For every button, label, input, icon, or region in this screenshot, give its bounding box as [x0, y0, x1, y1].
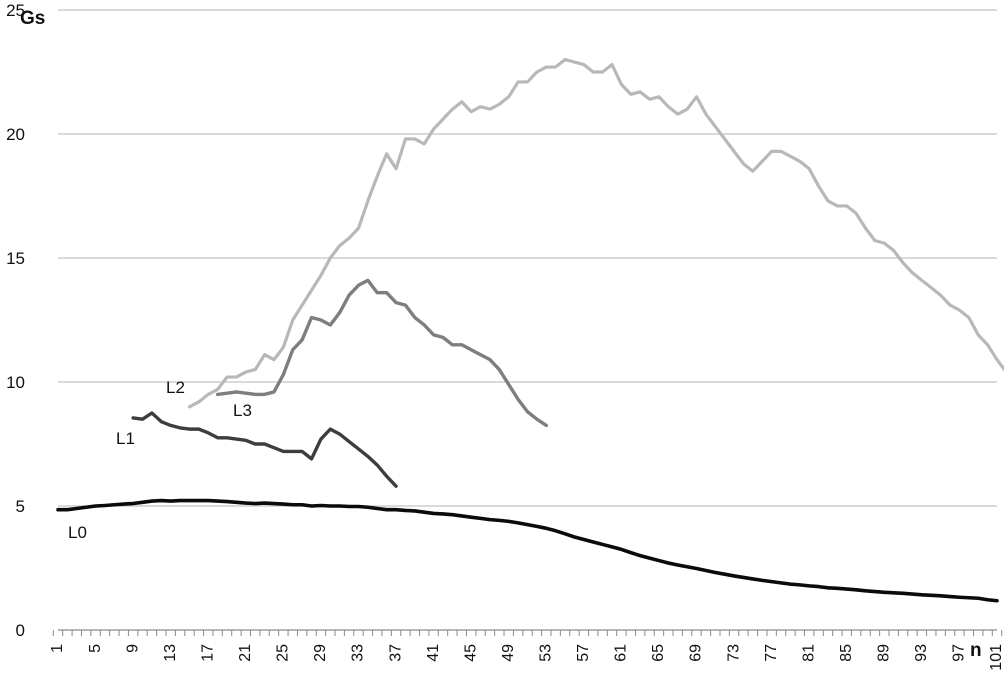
series-line-l1	[131, 411, 398, 488]
series-label-l2: L2	[166, 378, 185, 397]
x-tick-label: 89	[876, 644, 893, 662]
x-tick-label: 37	[387, 644, 404, 662]
x-tick-label: 77	[763, 644, 780, 662]
x-tick-label: 61	[613, 644, 630, 662]
series-label-l1: L1	[116, 429, 135, 448]
series-lines	[56, 57, 1004, 603]
y-tick-label: 10	[6, 373, 25, 392]
x-tick-label: 25	[275, 644, 292, 662]
x-tick-label: 13	[162, 644, 179, 662]
x-tick-label: 17	[199, 644, 216, 662]
x-tick-label: 33	[350, 644, 367, 662]
x-tick-label: 29	[312, 644, 329, 662]
x-tick-label: 65	[650, 644, 667, 662]
x-tick-label: 41	[425, 644, 442, 662]
series-label-l3: L3	[233, 401, 252, 420]
x-tick-label: 21	[237, 644, 254, 662]
gridlines	[58, 9, 997, 507]
y-tick-label: 15	[6, 249, 25, 268]
series-line-l2	[187, 57, 1004, 409]
series-line-l3	[215, 278, 548, 428]
x-tick-label: 85	[838, 644, 855, 662]
y-tick-label: 0	[16, 621, 25, 640]
x-tick-label: 81	[800, 644, 817, 662]
x-tick-label: 1	[49, 644, 66, 653]
x-tick-label: 69	[688, 644, 705, 662]
x-tick-labels: 1 5 9 13 17 21 25 29 33 37 41 45 49 53 57 61 65 69 73 77 81 8…	[49, 644, 1004, 671]
x-tick-label: 5	[87, 644, 104, 653]
y-tick-labels: 0 5 10 15 20 25	[6, 1, 25, 640]
y-tick-label: 25	[6, 1, 25, 20]
y-axis-title: Gs	[20, 8, 45, 29]
x-tick-label: 97	[951, 644, 968, 662]
y-tick-label: 20	[6, 125, 25, 144]
x-axis	[52, 629, 1003, 636]
x-tick-label: 57	[575, 644, 592, 662]
series-line-l0	[56, 498, 999, 603]
x-tick-label: 73	[725, 644, 742, 662]
x-axis-title: n	[970, 640, 982, 661]
x-tick-label: 93	[913, 644, 930, 662]
series-label-l0: L0	[68, 523, 87, 542]
x-tick-label: 53	[537, 644, 554, 662]
x-tick-label: 45	[462, 644, 479, 662]
x-tick-label: 9	[124, 644, 141, 653]
x-tick-label: 101	[988, 644, 1004, 671]
x-tick-label: 49	[500, 644, 517, 662]
y-tick-label: 5	[16, 497, 25, 516]
